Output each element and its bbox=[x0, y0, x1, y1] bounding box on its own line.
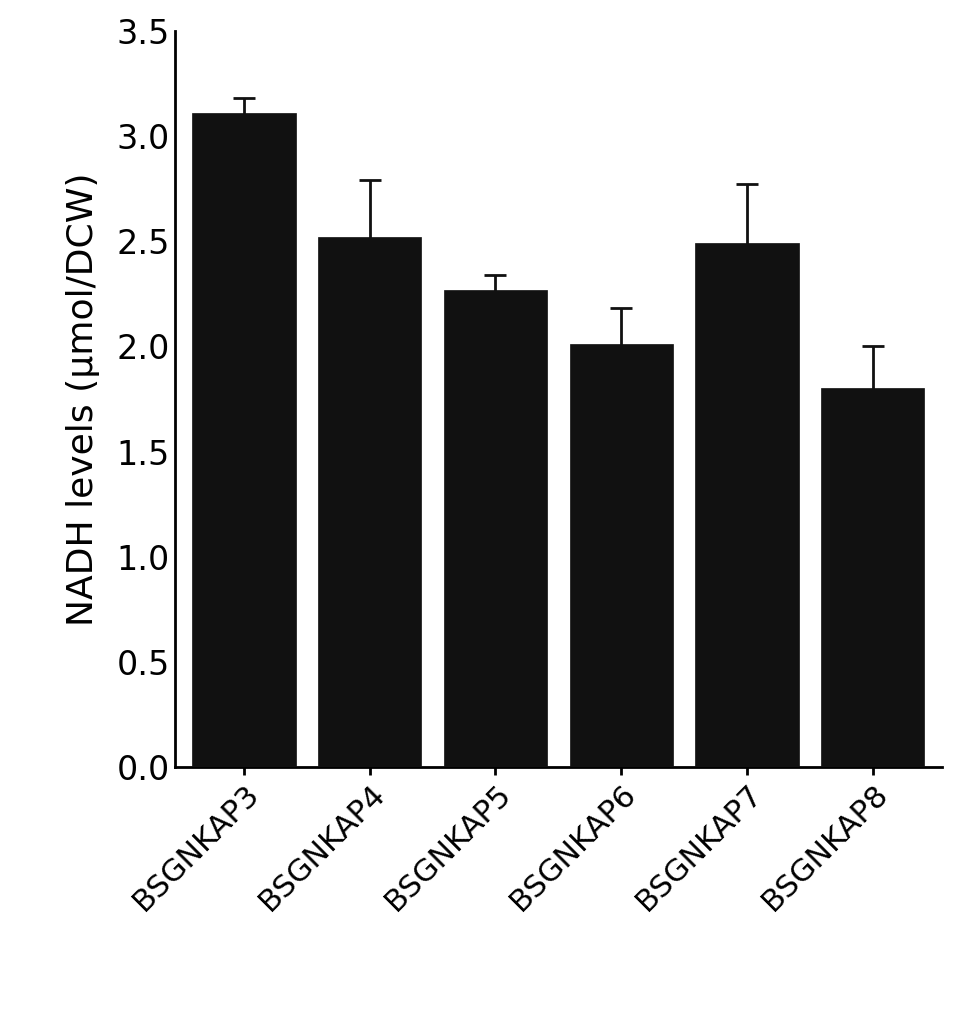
Y-axis label: NADH levels (μmol/DCW): NADH levels (μmol/DCW) bbox=[66, 172, 100, 626]
Bar bbox=[318, 237, 421, 767]
Bar bbox=[444, 290, 547, 767]
Bar bbox=[570, 345, 673, 767]
Bar bbox=[695, 243, 798, 767]
Bar bbox=[821, 389, 924, 767]
Bar bbox=[192, 113, 295, 767]
